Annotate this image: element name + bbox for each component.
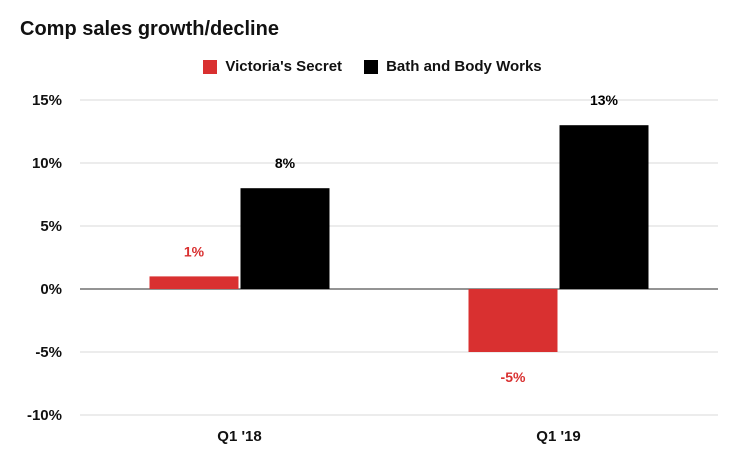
- bar: [240, 188, 330, 289]
- bar: [559, 125, 649, 289]
- data-label: 1%: [184, 243, 205, 259]
- x-tick-label: Q1 '18: [217, 428, 261, 445]
- y-tick-label: 10%: [32, 155, 62, 172]
- legend-item-victorias-secret: Victoria's Secret: [203, 58, 342, 75]
- data-label: 13%: [590, 92, 619, 108]
- y-tick-label: 15%: [32, 92, 62, 109]
- data-label: -5%: [501, 369, 526, 385]
- y-tick-label: -10%: [27, 407, 62, 424]
- x-tick-label: Q1 '19: [536, 428, 580, 445]
- legend-label-victorias-secret: Victoria's Secret: [225, 58, 343, 75]
- data-label: 8%: [275, 155, 296, 171]
- y-tick-label: 0%: [40, 281, 62, 298]
- bar: [468, 289, 558, 352]
- bar: [149, 276, 239, 289]
- legend-swatch-bath-and-body-works: [364, 59, 379, 74]
- y-tick-label: 5%: [40, 218, 62, 235]
- legend-item-bath-and-body-works: Bath and Body Works: [364, 58, 542, 75]
- legend-label-bath-and-body-works: Bath and Body Works: [386, 58, 542, 75]
- legend-swatch-victorias-secret: [203, 59, 218, 74]
- legend: Victoria's Secret Bath and Body Works: [0, 58, 745, 75]
- y-tick-label: -5%: [35, 344, 62, 361]
- chart-title: Comp sales growth/decline: [20, 18, 279, 40]
